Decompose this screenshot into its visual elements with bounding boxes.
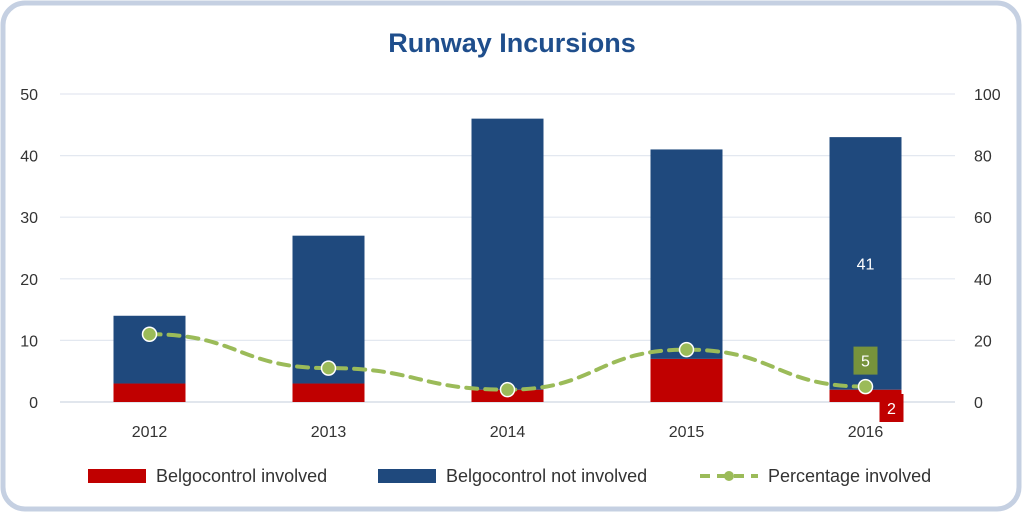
data-label: 2	[887, 401, 896, 418]
y-left-tick-label: 10	[20, 333, 38, 350]
line-point	[499, 381, 516, 398]
y-left-tick-label: 0	[29, 395, 38, 412]
line-point	[320, 360, 337, 376]
bar	[650, 358, 723, 402]
y-right-tick-label: 0	[974, 395, 983, 412]
line-point	[857, 378, 874, 395]
bar	[292, 235, 365, 384]
x-tick-label: 2015	[669, 424, 705, 441]
y-right-tick-label: 80	[974, 149, 992, 166]
y-left-tick-label: 40	[20, 149, 38, 166]
bar	[471, 118, 544, 390]
data-label-box	[853, 346, 878, 375]
bar	[113, 383, 186, 402]
chart-title: Runway Incursions	[388, 28, 636, 58]
y-left-tick-label: 30	[20, 210, 38, 227]
legend-label: Percentage involved	[768, 466, 931, 486]
data-labels: 41 5 2	[853, 256, 904, 422]
x-tick-label: 2016	[848, 424, 884, 441]
data-label: 41	[857, 256, 875, 273]
data-label: 5	[861, 354, 870, 371]
line-point	[141, 326, 158, 342]
y-right-tick-label: 100	[974, 87, 1001, 104]
bar	[292, 383, 365, 402]
y-left-tick-label: 50	[20, 87, 38, 104]
x-tick-label: 2014	[490, 424, 526, 441]
y-right-tick-label: 40	[974, 272, 992, 289]
bar	[650, 149, 723, 359]
data-label-box	[879, 394, 904, 422]
legend: Belgocontrol involved Belgocontrol not in…	[88, 466, 931, 486]
x-tick-label: 2013	[311, 424, 347, 441]
y-right-tick-label: 20	[974, 333, 992, 350]
legend-swatch	[378, 469, 436, 483]
legend-label: Belgocontrol involved	[156, 466, 327, 486]
bars	[113, 118, 902, 402]
line-point	[678, 341, 695, 358]
percentage-line	[141, 326, 874, 398]
legend-marker	[724, 471, 734, 481]
x-tick-label: 2012	[132, 424, 168, 441]
y-right-tick-label: 60	[974, 210, 992, 227]
bar	[113, 315, 186, 384]
legend-swatch	[88, 469, 146, 483]
legend-label: Belgocontrol not involved	[446, 466, 647, 486]
y-left-tick-label: 20	[20, 272, 38, 289]
axis-ticks: 0 10 20 30 40 50 0 20 40 60 80 100 2012 2013 2014 2015 2…	[20, 87, 1001, 441]
